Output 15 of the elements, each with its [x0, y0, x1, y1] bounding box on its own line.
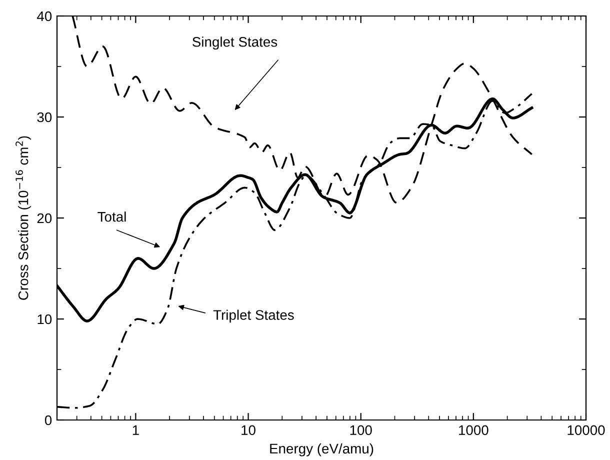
- x-tick-label: 10000: [568, 425, 605, 436]
- annotation: Singlet States: [192, 36, 278, 50]
- x-tick-label: 100: [350, 425, 372, 436]
- annotation: Total: [98, 212, 126, 222]
- y-tick-label: 0: [44, 415, 52, 426]
- y-tick-label: 10: [38, 314, 52, 324]
- y-tick-label: 30: [37, 112, 52, 122]
- x-tick-label: 1: [132, 425, 139, 435]
- y-tick-label: 40: [37, 11, 52, 22]
- x-tick-label: 10: [242, 425, 256, 436]
- x-axis-title: Energy (eV/amu): [270, 443, 374, 456]
- x-tick-label: 1000: [459, 425, 488, 436]
- annotation: Triplet States: [213, 310, 294, 323]
- y-axis-title: Cross Section (10$^{−16}$ cm$^{2}$): [16, 136, 31, 300]
- y-tick-label: 20: [37, 213, 52, 224]
